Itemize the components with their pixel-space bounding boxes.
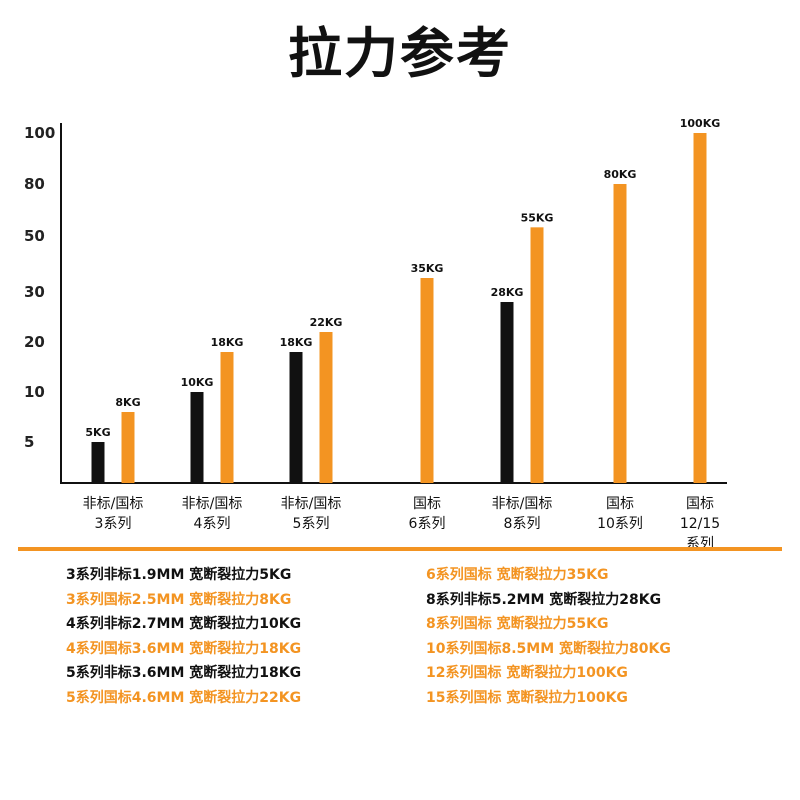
y-tick-label: 5 [24, 433, 34, 451]
bar-national-standard [121, 412, 135, 483]
bar-chart: 100 80 50 30 20 10 5 5KG 8KG 10KG 18KG 18KG 22KG 35K… [24, 117, 727, 550]
section-divider [18, 547, 782, 551]
spec-line: 8系列国标 宽断裂拉力55KG [426, 616, 609, 633]
bar-nonstandard [500, 302, 514, 483]
x-category-label: 非标/国标 [492, 496, 553, 512]
x-category-label: 国标 [413, 496, 441, 512]
x-category-label: 5系列 [293, 516, 330, 532]
x-category-label: 6系列 [409, 516, 446, 532]
bar-value-label: 8KG [115, 396, 140, 409]
y-tick-label: 30 [24, 283, 45, 301]
x-category-label: 非标/国标 [182, 496, 243, 512]
bar-national-standard [420, 278, 434, 483]
spec-line: 10系列国标8.5MM 宽断裂拉力80KG [426, 640, 671, 657]
x-category-label: 10系列 [597, 516, 643, 532]
bar-value-label: 55KG [521, 211, 554, 224]
x-category-label: 4系列 [194, 516, 231, 532]
spec-line: 6系列国标 宽断裂拉力35KG [426, 567, 609, 583]
page-title: 拉力参考 [288, 22, 512, 85]
spec-line: 4系列国标3.6MM 宽断裂拉力18KG [66, 640, 302, 657]
spec-line: 5系列国标4.6MM 宽断裂拉力22KG [66, 690, 302, 706]
bar-value-label: 100KG [680, 117, 721, 130]
x-category-label: 12/15 [680, 516, 720, 532]
bar-national-standard [693, 133, 707, 483]
bar-national-standard [613, 184, 627, 483]
spec-line: 8系列非标5.2MM 宽断裂拉力28KG [426, 591, 662, 608]
bar-nonstandard [91, 442, 105, 483]
bar-value-label: 22KG [310, 316, 343, 329]
spec-line: 15系列国标 宽断裂拉力100KG [426, 690, 628, 706]
bar-value-label: 28KG [491, 286, 524, 299]
y-tick-label: 20 [24, 333, 45, 351]
spec-line: 12系列国标 宽断裂拉力100KG [426, 665, 628, 682]
spec-line: 3系列国标2.5MM 宽断裂拉力8KG [66, 591, 292, 608]
bar-value-label: 10KG [181, 376, 214, 389]
bar-value-label: 5KG [85, 426, 110, 439]
bar-national-standard [530, 227, 544, 483]
x-category-label: 非标/国标 [281, 496, 342, 512]
bar-nonstandard [190, 392, 204, 483]
bar-nonstandard [289, 352, 303, 483]
x-category-label: 国标 [606, 496, 634, 512]
y-tick-label: 10 [24, 383, 45, 401]
spec-line: 3系列非标1.9MM 宽断裂拉力5KG [66, 567, 292, 583]
bar-value-label: 80KG [604, 168, 637, 181]
x-category-label: 8系列 [504, 516, 541, 532]
y-tick-label: 50 [24, 227, 45, 245]
y-tick-label: 80 [24, 175, 45, 193]
bar-value-label: 18KG [280, 336, 313, 349]
spec-line: 4系列非标2.7MM 宽断裂拉力10KG [66, 616, 302, 633]
x-category-label: 非标/国标 [83, 496, 144, 512]
x-category-label: 国标 [686, 496, 714, 512]
y-tick-label: 100 [24, 124, 55, 142]
bar-value-label: 18KG [211, 336, 244, 349]
bar-national-standard [319, 332, 333, 483]
bar-national-standard [220, 352, 234, 483]
spec-line: 5系列非标3.6MM 宽断裂拉力18KG [66, 665, 302, 682]
bar-value-label: 35KG [411, 262, 444, 275]
x-category-label: 系列 [686, 536, 714, 550]
x-category-label: 3系列 [95, 516, 132, 532]
